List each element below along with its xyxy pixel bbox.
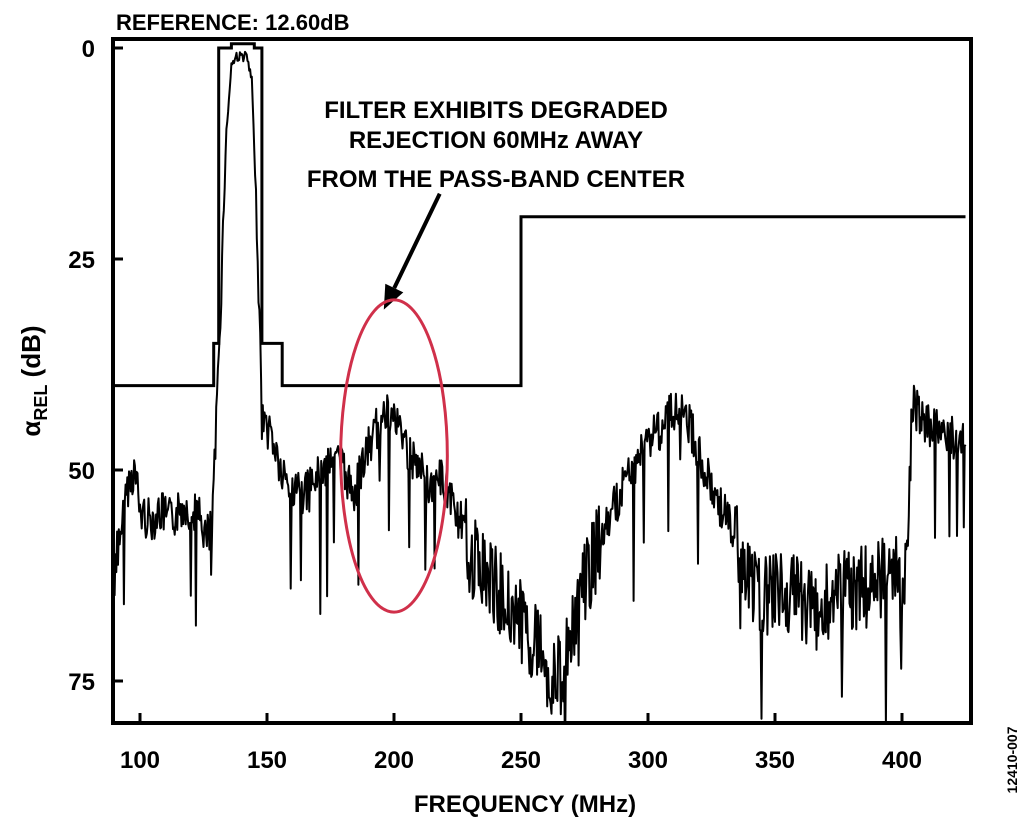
axis-ticks: 100 150 200 250 300 350 400 0 25 50 75 bbox=[68, 36, 922, 774]
x-axis-label: FREQUENCY (MHz) bbox=[414, 791, 636, 818]
y-tick-label: 75 bbox=[68, 669, 95, 696]
y-tick-label: 50 bbox=[68, 458, 95, 485]
annotation-line-2: REJECTION 60MHz AWAY bbox=[349, 127, 643, 154]
x-tick-label: 300 bbox=[628, 747, 668, 774]
series-measured-response bbox=[113, 50, 967, 723]
x-tick-label: 200 bbox=[374, 747, 414, 774]
y-axis-label: αREL (dB) bbox=[16, 325, 51, 436]
reference-label: REFERENCE: 12.60dB bbox=[116, 10, 350, 35]
annotation-line-3: FROM THE PASS-BAND CENTER bbox=[307, 166, 685, 193]
y-tick-label: 25 bbox=[68, 247, 95, 274]
x-tick-label: 100 bbox=[120, 747, 160, 774]
x-tick-label: 400 bbox=[882, 747, 922, 774]
annotation-arrowhead bbox=[383, 283, 404, 310]
figure-id: 12410-007 bbox=[1004, 726, 1020, 793]
plot-frame bbox=[111, 37, 973, 725]
series-mask bbox=[114, 42, 966, 388]
annotation-ellipse bbox=[339, 298, 449, 614]
annotation-arrow bbox=[392, 192, 442, 289]
y-axis-label-subscript: REL bbox=[31, 385, 51, 421]
x-tick-label: 350 bbox=[755, 747, 795, 774]
y-tick-label: 0 bbox=[82, 36, 95, 63]
y-axis-label-unit: (dB) bbox=[16, 325, 46, 384]
annotation-line-1: FILTER EXHIBITS DEGRADED bbox=[324, 97, 668, 124]
y-axis-label-symbol: α bbox=[16, 421, 46, 437]
plot-area bbox=[113, 42, 967, 723]
annotation: FILTER EXHIBITS DEGRADED REJECTION 60MHz… bbox=[307, 97, 685, 614]
x-tick-label: 250 bbox=[501, 747, 541, 774]
x-tick-label: 150 bbox=[247, 747, 287, 774]
